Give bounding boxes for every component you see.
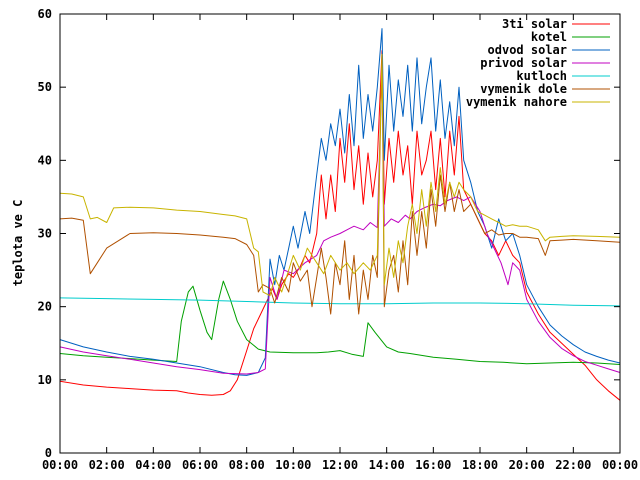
series-line-5 — [59, 57, 621, 315]
y-tick-label: 20 — [38, 300, 52, 314]
y-axis-label: teplota ve C — [11, 200, 25, 287]
x-tick-label: 12:00 — [322, 458, 358, 472]
legend-label-2: odvod solar — [488, 43, 567, 57]
legend-label-6: vymenik nahore — [466, 95, 567, 109]
legend-label-3: privod solar — [480, 56, 567, 70]
y-tick-label: 40 — [38, 153, 52, 167]
legend-label-1: kotel — [531, 30, 567, 44]
legend-label-5: vymenik dole — [480, 82, 567, 96]
series-line-0 — [59, 50, 621, 401]
x-tick-label: 02:00 — [89, 458, 125, 472]
x-tick-label: 00:00 — [602, 458, 638, 472]
x-tick-label: 18:00 — [462, 458, 498, 472]
x-tick-label: 06:00 — [182, 458, 218, 472]
y-tick-label: 0 — [45, 446, 52, 460]
series-line-4 — [59, 297, 621, 307]
x-tick-label: 16:00 — [415, 458, 451, 472]
x-tick-label: 10:00 — [275, 458, 311, 472]
series-line-2 — [59, 28, 621, 376]
x-tick-label: 04:00 — [135, 458, 171, 472]
legend-label-0: 3ti solar — [502, 17, 567, 31]
x-tick-label: 22:00 — [555, 458, 591, 472]
x-tick-label: 20:00 — [509, 458, 545, 472]
y-tick-label: 50 — [38, 80, 52, 94]
x-tick-label: 08:00 — [229, 458, 265, 472]
series-line-6 — [59, 53, 621, 297]
legend-label-4: kutloch — [516, 69, 567, 83]
y-tick-label: 10 — [38, 373, 52, 387]
y-tick-label: 60 — [38, 7, 52, 21]
series-line-3 — [59, 64, 621, 375]
series-line-1 — [59, 280, 621, 365]
y-tick-label: 30 — [38, 227, 52, 241]
x-tick-label: 14:00 — [369, 458, 405, 472]
x-tick-label: 00:00 — [42, 458, 78, 472]
